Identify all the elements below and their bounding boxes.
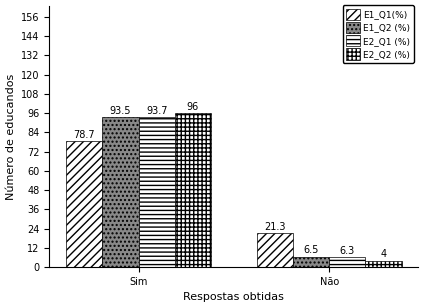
- Text: 21.3: 21.3: [264, 222, 286, 232]
- Bar: [293, 257, 329, 267]
- Bar: [257, 233, 293, 267]
- Bar: [329, 257, 365, 267]
- Legend: E1_Q1(%), E1_Q2 (%), E2_Q1 (%), E2_Q2 (%): E1_Q1(%), E1_Q2 (%), E2_Q1 (%), E2_Q2 (%…: [343, 5, 414, 63]
- Bar: [102, 117, 139, 267]
- Text: 4: 4: [380, 249, 387, 259]
- Bar: [365, 261, 402, 267]
- Text: 96: 96: [187, 102, 199, 112]
- Bar: [139, 117, 175, 267]
- Text: 93.5: 93.5: [110, 106, 131, 116]
- Y-axis label: Número de educandos: Número de educandos: [6, 73, 16, 200]
- Bar: [175, 113, 211, 267]
- Text: 78.7: 78.7: [73, 130, 95, 140]
- Bar: [66, 141, 102, 267]
- Text: 6.3: 6.3: [340, 246, 355, 256]
- X-axis label: Respostas obtidas: Respostas obtidas: [184, 292, 285, 302]
- Text: 93.7: 93.7: [146, 106, 167, 116]
- Text: 6.5: 6.5: [304, 245, 319, 255]
